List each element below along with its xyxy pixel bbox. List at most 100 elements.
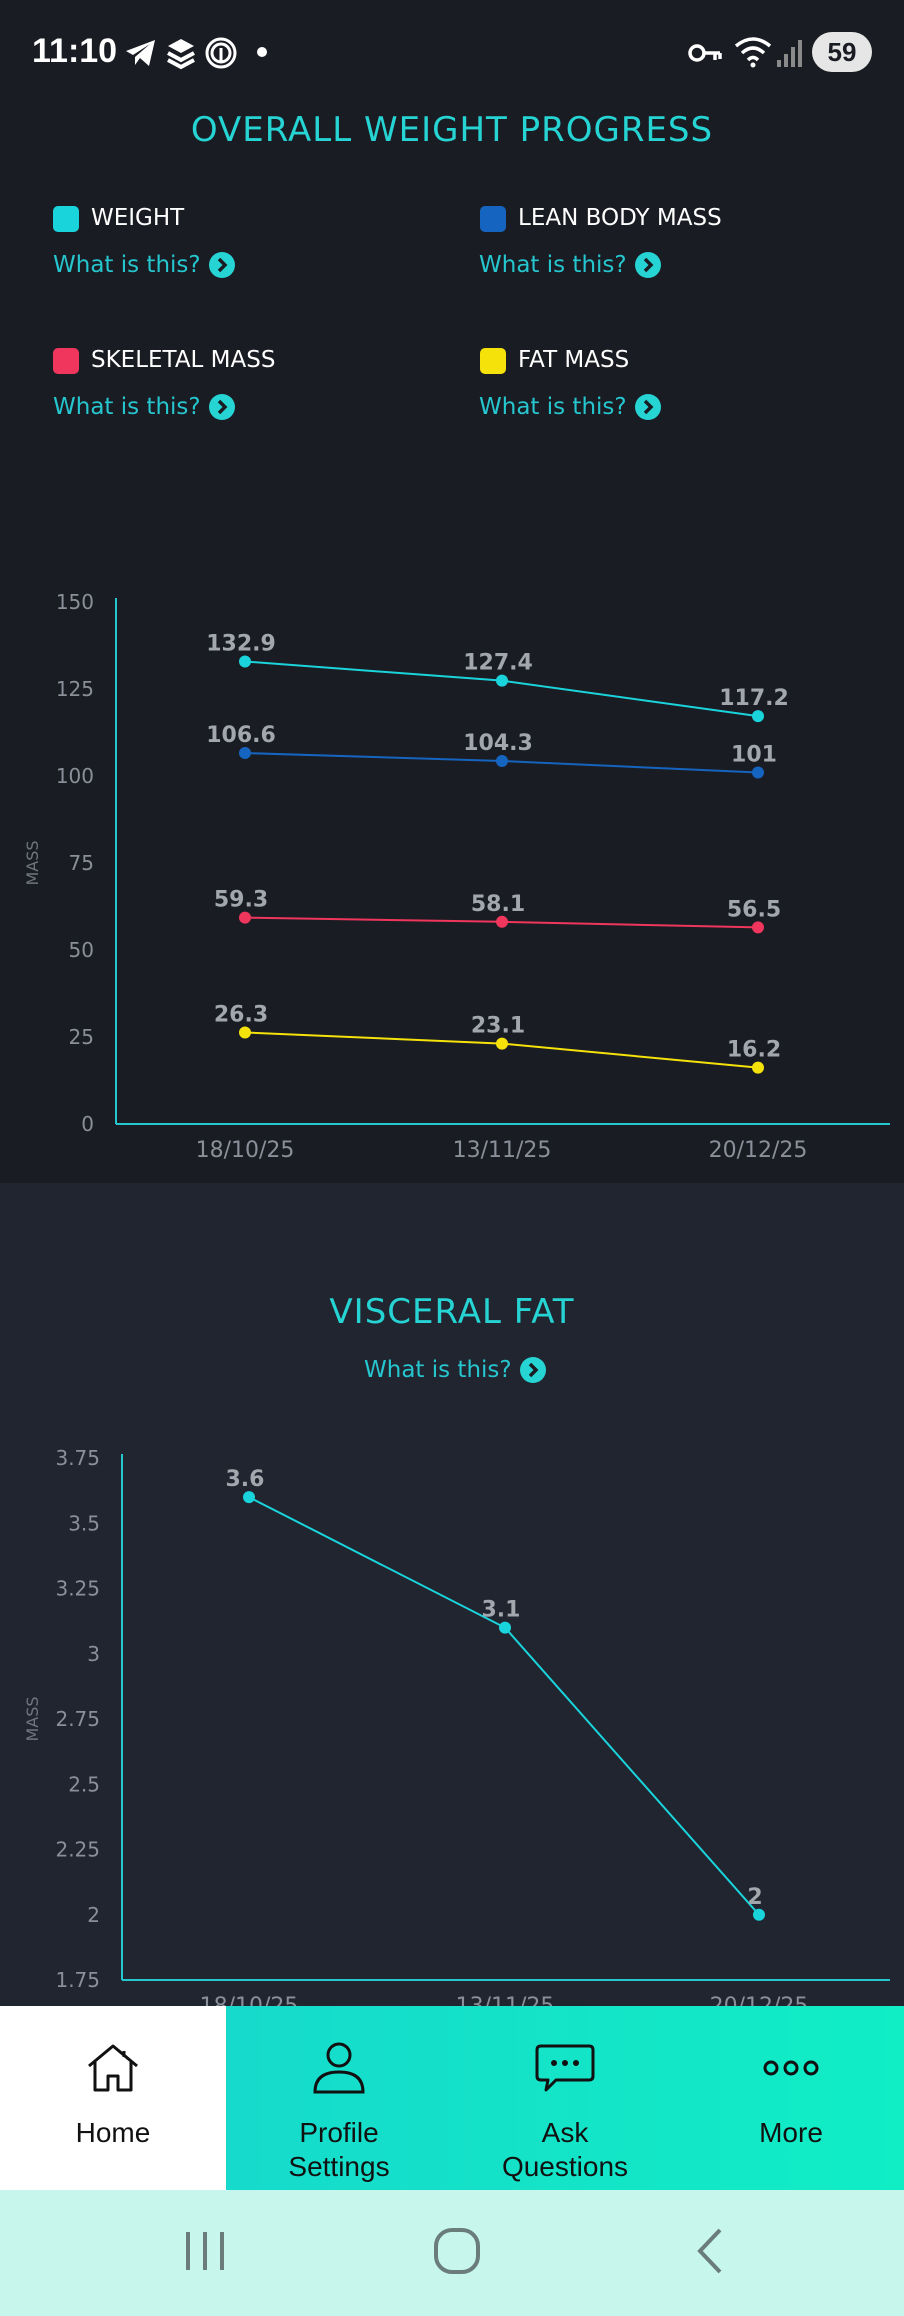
data-point bbox=[496, 1037, 508, 1050]
data-label: 132.9 bbox=[206, 632, 276, 657]
data-label: 2 bbox=[747, 1885, 762, 1910]
y-tick-label: 2.5 bbox=[68, 1772, 100, 1796]
more-icon bbox=[763, 2060, 819, 2076]
visceral-fat-section: VISCERAL FAT What is this? 1.75 2 2.25 2.5 2… bbox=[0, 1183, 904, 2019]
x-tick-label: 18/10/25 bbox=[196, 1138, 295, 1163]
system-navigation-bar bbox=[0, 2190, 904, 2316]
bottom-navigation: Home Profile Settings Ask Questions More bbox=[0, 2006, 904, 2190]
chevron-right-circle-icon bbox=[634, 394, 661, 420]
data-label: 56.5 bbox=[727, 897, 781, 922]
stack-app-icon bbox=[167, 39, 195, 70]
notification-dot-icon bbox=[257, 47, 267, 57]
visceral-fat-chart: 1.7522.252.52.7533.253.53.75MASS18/10/25… bbox=[23, 1446, 890, 2019]
y-axis-title: MASS bbox=[23, 840, 42, 885]
y-tick-label: 125 bbox=[56, 677, 94, 701]
status-bar: 11:10 59 bbox=[0, 0, 904, 108]
data-point bbox=[496, 915, 508, 928]
key-icon bbox=[688, 44, 722, 62]
legend-skeletal-mass-label: SKELETAL MASS bbox=[91, 347, 276, 373]
x-tick-label: 13/11/25 bbox=[453, 1138, 552, 1163]
data-label: 127.4 bbox=[463, 651, 533, 676]
data-label: 117.2 bbox=[719, 686, 789, 711]
lean-body-mass-info-text: What is this? bbox=[479, 252, 627, 278]
y-tick-label: 3.25 bbox=[55, 1577, 100, 1601]
nav-more[interactable]: More bbox=[678, 2006, 904, 2190]
data-label: 106.6 bbox=[206, 723, 276, 748]
weight-info-text: What is this? bbox=[53, 252, 201, 278]
data-label: 23.1 bbox=[471, 1014, 525, 1039]
signal-icon bbox=[777, 40, 802, 67]
weight-info-link[interactable]: What is this? bbox=[53, 252, 235, 278]
legend-skeletal-mass-swatch bbox=[53, 348, 79, 374]
data-point bbox=[243, 1491, 255, 1504]
y-tick-label: 0 bbox=[81, 1112, 94, 1136]
battery-badge: 59 bbox=[812, 32, 872, 72]
nav-home[interactable]: Home bbox=[0, 2006, 226, 2190]
y-tick-label: 25 bbox=[69, 1025, 94, 1049]
nav-ask-questions-label: Ask Questions bbox=[501, 2117, 629, 2182]
legend-weight-label: WEIGHT bbox=[91, 205, 185, 231]
data-point bbox=[752, 921, 764, 934]
data-point bbox=[239, 1026, 251, 1039]
data-point bbox=[752, 1061, 764, 1074]
fat-mass-info-link[interactable]: What is this? bbox=[479, 394, 661, 420]
visceral-info-link[interactable]: What is this? bbox=[364, 1357, 546, 1383]
legend-lean-body-mass-label: LEAN BODY MASS bbox=[518, 205, 722, 231]
weight-progress-section: OVERALL WEIGHT PROGRESS WEIGHT What is t… bbox=[0, 108, 904, 1183]
recent-apps-icon[interactable] bbox=[180, 2226, 230, 2276]
weight-section-title: OVERALL WEIGHT PROGRESS bbox=[190, 110, 714, 150]
nav-profile-settings-label: Profile Settings bbox=[288, 2117, 390, 2182]
nav-home-label: Home bbox=[75, 2117, 151, 2148]
data-label: 26.3 bbox=[214, 1002, 268, 1027]
skeletal-mass-info-text: What is this? bbox=[53, 394, 201, 420]
y-tick-label: 2.75 bbox=[55, 1707, 100, 1731]
nav-ask-questions[interactable]: Ask Questions bbox=[452, 2006, 678, 2190]
data-label: 58.1 bbox=[471, 892, 525, 917]
telegram-icon bbox=[126, 40, 155, 66]
visceral-info-text: What is this? bbox=[364, 1357, 512, 1383]
weight-progress-chart: 0 25 50 75 100 125 150 MASS 18/10/25 13/11/25 20/1… bbox=[23, 590, 890, 1163]
y-tick-label: 3.75 bbox=[55, 1446, 100, 1470]
data-point bbox=[496, 674, 508, 687]
y-tick-label: 3 bbox=[87, 1642, 100, 1666]
data-point bbox=[753, 1908, 765, 1921]
status-time: 11:10 bbox=[32, 32, 118, 70]
data-point bbox=[752, 766, 764, 779]
fat-mass-info-text: What is this? bbox=[479, 394, 627, 420]
data-point bbox=[496, 755, 508, 768]
chevron-right-circle-icon bbox=[208, 252, 235, 278]
skeletal-mass-info-link[interactable]: What is this? bbox=[53, 394, 235, 420]
data-label: 16.2 bbox=[727, 1038, 781, 1063]
chevron-right-circle-icon bbox=[519, 1357, 546, 1383]
legend-lean-body-mass-swatch bbox=[480, 206, 506, 232]
data-point bbox=[499, 1621, 511, 1634]
legend-fat-mass-swatch bbox=[480, 348, 506, 374]
nav-profile-settings[interactable]: Profile Settings bbox=[226, 2006, 452, 2190]
lean-body-mass-info-link[interactable]: What is this? bbox=[479, 252, 661, 278]
legend-weight-swatch bbox=[53, 206, 79, 232]
data-label: 59.3 bbox=[214, 888, 268, 913]
data-label: 101 bbox=[731, 743, 777, 768]
chevron-right-circle-icon bbox=[634, 252, 661, 278]
data-label: 104.3 bbox=[463, 731, 533, 756]
data-point bbox=[239, 911, 251, 924]
data-label: 3.1 bbox=[482, 1598, 521, 1623]
home-circle-icon[interactable] bbox=[432, 2226, 482, 2276]
wifi-icon bbox=[734, 37, 772, 68]
y-tick-label: 3.5 bbox=[68, 1511, 100, 1535]
y-tick-label: 150 bbox=[56, 590, 94, 614]
y-tick-label: 100 bbox=[56, 764, 94, 788]
x-tick-label: 20/12/25 bbox=[709, 1138, 808, 1163]
y-tick-label: 50 bbox=[69, 938, 94, 962]
visceral-section-title: VISCERAL FAT bbox=[329, 1292, 575, 1332]
nav-more-label: More bbox=[759, 2117, 823, 2148]
fingerprint-app-icon bbox=[205, 37, 237, 69]
y-tick-label: 75 bbox=[69, 851, 94, 875]
data-point bbox=[752, 710, 764, 723]
y-axis-title: MASS bbox=[23, 1696, 42, 1741]
legend-fat-mass-label: FAT MASS bbox=[518, 347, 630, 373]
back-icon[interactable] bbox=[686, 2226, 736, 2276]
home-icon bbox=[88, 2044, 138, 2092]
y-tick-label: 1.75 bbox=[55, 1968, 100, 1992]
series-line bbox=[248, 1496, 760, 1916]
